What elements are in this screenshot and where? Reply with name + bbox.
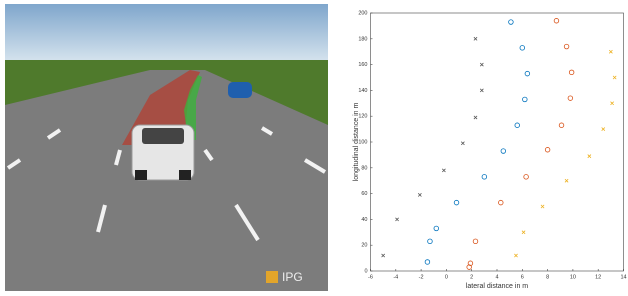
page: IPG lateral distance in m longitudinal d… xyxy=(0,0,628,296)
y-tick-label: 80 xyxy=(361,165,367,171)
x-tick-label: 14 xyxy=(620,274,626,280)
y-tick-label: 40 xyxy=(361,217,367,223)
scatter-plot: lateral distance in m longitudinal dista… xyxy=(353,10,627,289)
x-tick-label: 4 xyxy=(495,274,498,280)
y-tick-label: 60 xyxy=(361,191,367,197)
simulation-scene: IPG xyxy=(5,4,328,291)
y-tick-label: 140 xyxy=(358,88,367,94)
x-tick-label: 12 xyxy=(595,274,601,280)
x-tick-label: 8 xyxy=(546,274,549,280)
logo-icon xyxy=(266,271,278,283)
x-axis-label: lateral distance in m xyxy=(466,283,528,290)
other-vehicle xyxy=(228,82,252,98)
y-tick-label: 0 xyxy=(364,268,367,274)
sky xyxy=(5,4,328,64)
y-tick-label: 120 xyxy=(358,114,367,120)
y-tick-label: 200 xyxy=(358,10,367,16)
y-tick-label: 20 xyxy=(361,243,367,249)
figure: IPG lateral distance in m longitudinal d… xyxy=(0,0,628,291)
x-tick-label: 10 xyxy=(570,274,576,280)
x-tick-label: -4 xyxy=(393,274,398,280)
x-tick-label: 2 xyxy=(470,274,473,280)
y-tick-label: 180 xyxy=(358,36,367,42)
x-tick-label: 6 xyxy=(521,274,524,280)
y-tick-label: 160 xyxy=(358,62,367,68)
x-tick-label: -2 xyxy=(419,274,424,280)
ego-vehicle xyxy=(132,125,194,180)
y-tick-label: 100 xyxy=(358,139,367,145)
plot-frame xyxy=(371,13,624,271)
x-tick-label: 0 xyxy=(445,274,448,280)
x-tick-label: -6 xyxy=(368,274,373,280)
logo-text: IPG xyxy=(282,270,303,284)
